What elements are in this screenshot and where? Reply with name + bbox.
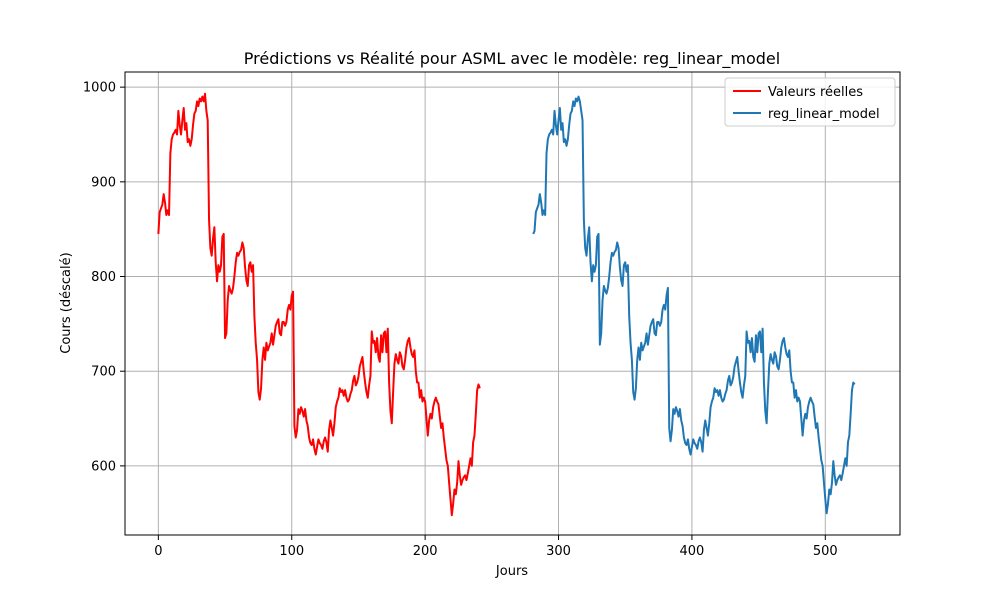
- y-tick-label: 600: [91, 459, 116, 474]
- legend-label-reg-linear-model: reg_linear_model: [768, 107, 880, 122]
- y-tick-label: 900: [91, 175, 116, 190]
- chart-title: Prédictions vs Réalité pour ASML avec le…: [244, 49, 780, 69]
- series-line-valeurs-r-elles: [157, 92, 481, 517]
- x-tick-label: 400: [679, 544, 704, 559]
- series-layer: [157, 92, 856, 517]
- plot-frame: [124, 71, 901, 536]
- y-axis-label: Cours (déscalé): [59, 252, 74, 353]
- grid: [125, 72, 900, 535]
- x-axis-label: Jours: [495, 564, 528, 579]
- y-tick-label: 1000: [83, 81, 116, 96]
- legend-label-valeurs-reelles: Valeurs réelles: [768, 85, 863, 100]
- x-tick-label: 100: [279, 544, 304, 559]
- series-line-reg-linear-model: [532, 95, 856, 515]
- x-tick-label: 0: [154, 544, 162, 559]
- x-tick-label: 300: [546, 544, 571, 559]
- y-axis-ticks: 600 700 800 900 1000: [83, 81, 125, 474]
- legend-box: [724, 77, 896, 127]
- x-tick-label: 500: [813, 544, 838, 559]
- y-tick-label: 800: [91, 270, 116, 285]
- y-tick-label: 700: [91, 365, 116, 380]
- legend: Valeurs réelles reg_linear_model: [724, 77, 896, 127]
- x-axis-ticks: 0 100 200 300 400 500: [154, 535, 838, 559]
- x-tick-label: 200: [413, 544, 438, 559]
